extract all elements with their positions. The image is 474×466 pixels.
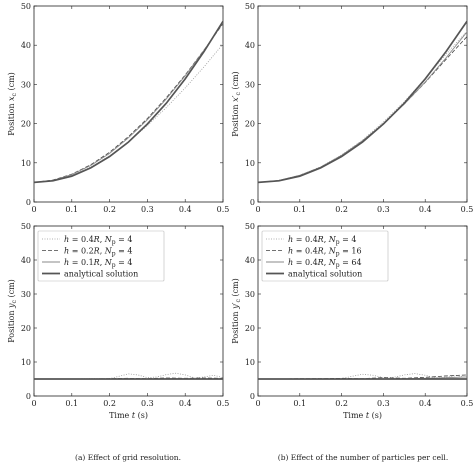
x-tick-label: 0 bbox=[255, 399, 260, 408]
x-tick-label: 0.3 bbox=[141, 205, 154, 214]
legend-box bbox=[37, 230, 165, 282]
y-tick-label: 10 bbox=[245, 159, 255, 168]
legend-entry: h = 0.1R, Np = 4 bbox=[64, 258, 133, 269]
legend-entry: h = 0.4R, Np = 4 bbox=[288, 235, 357, 246]
x-tick-label: 0 bbox=[31, 205, 36, 214]
x-tick-label: 0.2 bbox=[103, 205, 116, 214]
y-tick-label: 40 bbox=[21, 256, 31, 265]
plot-frame bbox=[33, 5, 224, 203]
chart-top-right: 0 0.1 0.2 0.3 0.4 0.5 0 10 20 30 40 50 Position x′c … bbox=[231, 2, 473, 214]
y-tick-label: 50 bbox=[245, 222, 255, 231]
legend-entry: h = 0.4R, Np = 16 bbox=[288, 247, 362, 258]
plot-frame bbox=[33, 225, 224, 397]
y-tick-label: 30 bbox=[21, 80, 31, 89]
series-line-dotted bbox=[258, 30, 467, 183]
x-tick-label: 0.5 bbox=[217, 205, 230, 214]
y-tick-label: 20 bbox=[245, 120, 255, 129]
y-tick-label: 50 bbox=[21, 2, 31, 11]
x-tick-label: 0.3 bbox=[377, 399, 390, 408]
x-tick-label: 0 bbox=[31, 399, 36, 408]
y-tick-label: 10 bbox=[21, 358, 31, 367]
y-tick-label: 50 bbox=[21, 222, 31, 231]
y-tick-label: 30 bbox=[21, 290, 31, 299]
x-tick-label: 0.4 bbox=[179, 399, 192, 408]
y-tick-label: 0 bbox=[26, 198, 31, 207]
y-tick-label: 10 bbox=[245, 358, 255, 367]
y-tick-label: 0 bbox=[250, 198, 255, 207]
y-tick-label: 40 bbox=[245, 41, 255, 50]
x-tick-label: 0.1 bbox=[293, 399, 306, 408]
y-tick-label: 50 bbox=[245, 2, 255, 11]
x-tick-label: 0.3 bbox=[141, 399, 154, 408]
x-tick-label: 0.1 bbox=[65, 205, 78, 214]
legend-entry: analytical solution bbox=[288, 270, 362, 279]
x-tick-label: 0 bbox=[255, 205, 260, 214]
y-axis-label: Position yc (cm) bbox=[7, 279, 18, 343]
plot-frame bbox=[257, 5, 468, 203]
x-tick-label: 0.3 bbox=[377, 205, 390, 214]
y-tick-label: 20 bbox=[21, 324, 31, 333]
legend-entry: h = 0.2R, Np = 4 bbox=[64, 247, 133, 258]
chart-bottom-left: 0 0.1 0.2 0.3 0.4 0.5 0 10 20 30 40 50 Position yc (… bbox=[7, 222, 229, 420]
series-line-solid-thick bbox=[34, 20, 223, 184]
x-tick-label: 0.2 bbox=[103, 399, 116, 408]
legend-entry: analytical solution bbox=[64, 270, 138, 279]
series-line-dotted bbox=[34, 372, 223, 380]
panels: 0 0.1 0.2 0.3 0.4 0.5 0 10 20 30 40 50 Position xc (… bbox=[7, 2, 473, 420]
y-tick-label: 10 bbox=[21, 159, 31, 168]
y-tick-label: 0 bbox=[250, 392, 255, 401]
legend-box bbox=[261, 230, 389, 282]
series-line-solid-thin bbox=[258, 31, 467, 183]
chart-bottom-right: 0 0.1 0.2 0.3 0.4 0.5 0 10 20 30 40 50 Position y′c … bbox=[231, 222, 473, 420]
x-tick-label: 0.5 bbox=[461, 205, 474, 214]
series-line-dashed bbox=[34, 23, 223, 183]
caption-right: (b) Effect of the number of particles pe… bbox=[278, 453, 448, 462]
x-tick-label: 0.5 bbox=[461, 399, 474, 408]
x-tick-label: 0.4 bbox=[179, 205, 192, 214]
x-tick-label: 0.2 bbox=[335, 399, 348, 408]
y-axis-label: Position x′c (cm) bbox=[231, 71, 242, 136]
y-tick-label: 20 bbox=[245, 324, 255, 333]
y-tick-label: 40 bbox=[245, 256, 255, 265]
x-tick-label: 0.1 bbox=[65, 399, 78, 408]
x-tick-label: 0.5 bbox=[217, 399, 230, 408]
x-tick-label: 0.4 bbox=[419, 399, 432, 408]
y-tick-label: 40 bbox=[21, 41, 31, 50]
y-tick-label: 30 bbox=[245, 80, 255, 89]
series-line-solid-thick bbox=[258, 20, 467, 184]
legend-entry: h = 0.4R, Np = 4 bbox=[64, 235, 133, 246]
y-axis-label: Position y′c (cm) bbox=[231, 278, 242, 343]
x-tick-label: 0.4 bbox=[419, 205, 432, 214]
chart-top-left: 0 0.1 0.2 0.3 0.4 0.5 0 10 20 30 40 50 Position xc (… bbox=[7, 2, 229, 214]
x-axis-label: Time t (s) bbox=[109, 411, 148, 420]
y-tick-label: 30 bbox=[245, 290, 255, 299]
plot-frame bbox=[257, 225, 468, 397]
x-tick-label: 0.2 bbox=[335, 205, 348, 214]
series-line-dashed bbox=[258, 36, 467, 183]
x-axis-label: Time t (s) bbox=[343, 411, 382, 420]
y-tick-label: 20 bbox=[21, 120, 31, 129]
legend-entry: h = 0.4R, Np = 64 bbox=[288, 258, 362, 269]
y-axis-label: Position xc (cm) bbox=[7, 72, 18, 136]
caption-left: (a) Effect of grid resolution. bbox=[75, 453, 181, 462]
series-line-solid-thin bbox=[34, 22, 223, 183]
y-tick-label: 0 bbox=[26, 392, 31, 401]
x-tick-label: 0.1 bbox=[293, 205, 306, 214]
